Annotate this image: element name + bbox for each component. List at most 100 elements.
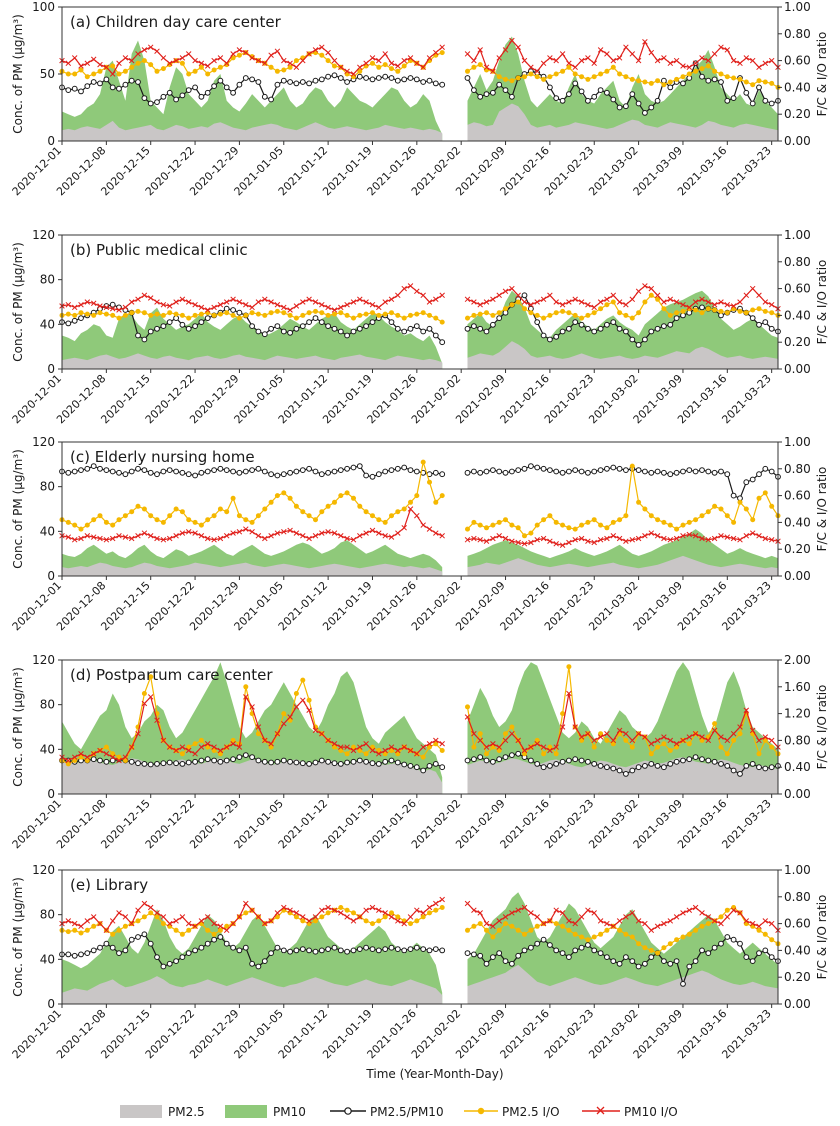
point-pm25io-29 (243, 684, 249, 690)
point-ratio-93 (648, 104, 655, 111)
legend-swatch-pm10 (225, 1105, 267, 1118)
point-pm25io-8 (110, 931, 116, 937)
point-pm25io-28 (236, 52, 242, 58)
point-pm25io-23 (205, 71, 211, 77)
point-pm25io-10 (122, 312, 128, 318)
point-ratio-3 (78, 467, 84, 474)
point-ratio-4 (84, 83, 91, 89)
point-pm10io-22 (198, 304, 205, 311)
point-pm10io-75 (534, 68, 540, 75)
point-pm25io-86 (604, 927, 610, 933)
point-pm10io-32 (262, 920, 268, 927)
point-ratio-77 (547, 763, 553, 769)
point-pm25io-96 (667, 79, 673, 85)
point-ratio-10 (122, 947, 129, 954)
point-pm10io-17 (166, 60, 173, 67)
point-pm25io-25 (217, 927, 223, 933)
point-pm10io-110 (756, 923, 762, 930)
point-pm25io-2 (72, 927, 78, 933)
point-pm25io-11 (129, 509, 135, 515)
point-ratio-112 (768, 764, 775, 771)
point-ratio-91 (635, 963, 642, 970)
point-ratio-68 (490, 954, 496, 960)
point-ratio-23 (204, 940, 211, 947)
point-ratio-22 (198, 319, 205, 326)
point-pm25io-23 (205, 310, 211, 316)
point-pm25io-72 (515, 927, 521, 933)
point-pm25io-59 (433, 907, 439, 913)
point-pm25io-20 (186, 744, 192, 750)
point-ratio-23 (204, 756, 211, 763)
point-pm25io-72 (515, 299, 521, 305)
point-pm25io-103 (712, 721, 718, 727)
y2-tick-label: 0.60 (784, 917, 811, 931)
point-pm10io-92 (642, 283, 648, 289)
point-ratio-97 (673, 315, 680, 322)
point-pm10io-72 (515, 737, 521, 744)
point-ratio-104 (718, 761, 724, 767)
panel-title: (d) Postpartum care center (70, 666, 273, 684)
point-pm10io-59 (433, 530, 439, 536)
point-pm10io-32 (262, 737, 268, 744)
point-pm10io-91 (635, 535, 642, 542)
point-pm25io-99 (686, 519, 692, 525)
point-pm10io-12 (135, 730, 141, 737)
point-pm25io-58 (427, 744, 432, 750)
point-pm25io-101 (699, 66, 705, 72)
point-pm10io-68 (490, 741, 496, 747)
point-pm25io-11 (129, 64, 135, 70)
point-pm25io-33 (268, 499, 274, 505)
y2-tick-label: 0.80 (784, 255, 811, 269)
point-pm25io-21 (192, 68, 198, 74)
point-ratio-111 (762, 319, 769, 326)
point-ratio-111 (762, 765, 769, 772)
point-pm10io-71 (509, 730, 515, 737)
point-ratio-45 (344, 759, 351, 766)
point-ratio-4 (84, 465, 91, 472)
point-ratio-16 (160, 963, 167, 970)
point-ratio-53 (394, 759, 401, 766)
point-pm10io-50 (376, 907, 382, 913)
point-ratio-5 (90, 79, 97, 85)
y2-tick-label: 1.00 (784, 435, 811, 449)
point-ratio-46 (350, 758, 357, 765)
point-pm10io-98 (680, 533, 686, 539)
point-pm10io-79 (559, 724, 566, 730)
point-ratio-73 (521, 947, 528, 954)
point-pm10io-66 (477, 537, 483, 543)
point-pm10io-36 (287, 714, 293, 720)
point-ratio-38 (299, 79, 306, 85)
point-ratio-55 (407, 325, 414, 332)
point-ratio-19 (179, 469, 186, 476)
point-ratio-7 (103, 940, 110, 947)
point-pm25io-38 (300, 677, 306, 683)
point-pm10io-2 (71, 754, 78, 760)
point-pm10io-106 (730, 57, 737, 64)
point-ratio-69 (496, 468, 503, 475)
point-pm25io-72 (515, 75, 521, 81)
point-ratio-65 (471, 87, 477, 93)
point-pm10io-101 (699, 296, 705, 303)
point-pm10io-56 (414, 907, 420, 913)
point-pm25io-26 (224, 62, 230, 68)
point-pm10io-53 (395, 63, 401, 69)
point-pm25io-101 (699, 513, 705, 519)
y-tick-label: 40 (40, 742, 55, 756)
point-ratio-17 (166, 89, 173, 96)
point-pm25io-1 (65, 311, 71, 317)
point-pm10io-107 (737, 724, 743, 730)
point-pm10io-11 (128, 535, 135, 542)
y2-tick-label: 0.40 (784, 515, 811, 529)
point-ratio-28 (236, 81, 243, 88)
point-pm25io-70 (503, 306, 508, 312)
point-ratio-70 (502, 87, 509, 93)
point-pm10io-18 (173, 918, 179, 924)
point-ratio-99 (686, 467, 693, 474)
point-ratio-80 (566, 91, 572, 97)
point-pm10io-17 (166, 744, 173, 750)
point-pm10io-111 (762, 918, 769, 924)
point-pm10io-25 (217, 923, 224, 930)
point-pm25io-71 (509, 724, 515, 730)
y-tick-label: 0 (47, 362, 55, 376)
point-pm10io-27 (230, 296, 236, 303)
